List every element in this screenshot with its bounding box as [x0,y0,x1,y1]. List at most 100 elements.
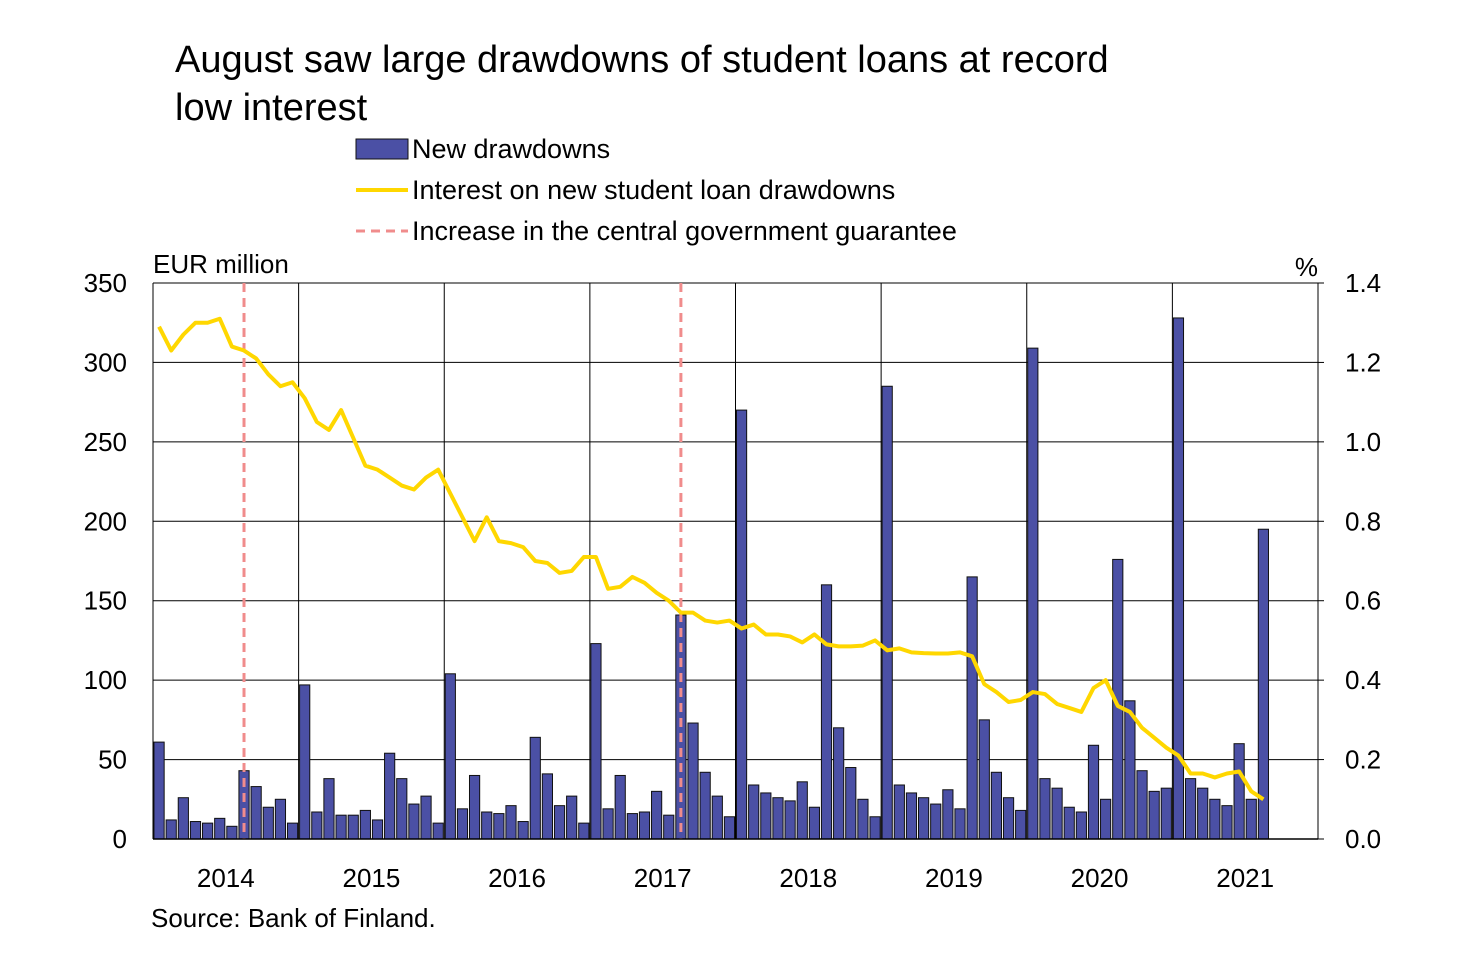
bar [517,821,529,840]
legend-label: New drawdowns [412,134,610,164]
bar [1245,798,1257,840]
x-tick-label: 2017 [634,863,692,893]
bar [942,789,954,840]
bar [1027,347,1039,840]
bar [468,774,481,840]
y-tick-label: 200 [84,506,127,536]
bar [784,800,796,840]
bar [1148,790,1160,840]
bar [384,752,396,840]
y-tick-label: 250 [84,427,127,457]
x-tick-label: 2021 [1216,863,1274,893]
bar [820,584,833,840]
bar [566,795,578,840]
bar [177,797,189,840]
x-tick-label: 2016 [488,863,546,893]
bar [978,719,990,840]
bar [905,792,918,840]
bar [432,822,444,840]
bar [444,673,456,840]
bar [602,808,614,840]
x-tick-label: 2019 [925,863,983,893]
legend-swatch [355,138,409,160]
y2-tick-label: 0.4 [1345,665,1381,695]
bar [796,781,808,840]
bar [226,825,238,840]
y2-tick-label: 1.4 [1345,268,1381,298]
source: Source: Bank of Finland. [151,903,436,933]
bar [1136,770,1148,840]
bar [651,790,663,840]
x-tick-label: 2015 [343,863,401,893]
bar [808,806,820,840]
y2-tick-label: 0.0 [1345,824,1381,854]
bar [845,767,857,840]
bar [311,811,323,840]
y-tick-label: 0 [113,824,127,854]
y2-tick-label: 1.0 [1345,427,1381,457]
bar [335,814,347,840]
bar [1063,806,1075,840]
bar [881,385,893,840]
bar [590,643,602,840]
bar [711,795,723,840]
bar [420,795,432,840]
bar [481,811,493,840]
bar [408,803,420,840]
bar [553,805,566,840]
bar [869,816,881,840]
y-tick-label: 50 [98,745,127,775]
bar [396,778,408,840]
bar [1087,744,1100,840]
bar [918,797,930,840]
bar [456,808,469,840]
bar [323,778,335,840]
bar [189,821,202,840]
bar [990,771,1003,840]
y2-tick-label: 1.2 [1345,347,1381,377]
bar [299,684,311,840]
bar [578,822,590,840]
bar [687,722,699,840]
y-tick-label: 150 [84,586,127,616]
x-tick-label: 2020 [1071,863,1129,893]
bar [760,792,772,840]
bar [153,741,165,840]
legend-label: Interest on new student loan drawdowns [412,175,895,205]
bar [966,576,978,840]
bar [371,819,384,840]
bar [723,816,736,840]
bar [1039,778,1051,840]
y-tick-label: 350 [84,268,127,298]
bar [493,813,505,840]
line [157,316,1265,801]
bar [1257,528,1269,840]
bar [505,805,517,840]
y2-tick-label: 0.6 [1345,586,1381,616]
bar [1197,787,1209,840]
y-tick-label: 300 [84,347,127,377]
legend-label: Increase in the central government guara… [412,216,957,246]
bar [857,798,869,840]
bar [748,784,760,840]
bar [626,813,638,840]
bar [1160,787,1172,840]
bar [262,806,274,840]
bar [165,819,177,840]
bar [638,811,651,840]
bar [1051,787,1063,840]
bar [954,808,966,840]
bar [1075,811,1087,840]
bar [663,814,675,840]
y2-axis-label: % [1295,252,1318,282]
bar [202,822,214,840]
bar [1100,798,1112,840]
bar [1184,778,1197,840]
bar [1002,797,1015,840]
bar [541,773,553,840]
bar [1233,743,1245,840]
x-tick-label: 2018 [779,863,837,893]
y2-tick-label: 0.8 [1345,506,1381,536]
